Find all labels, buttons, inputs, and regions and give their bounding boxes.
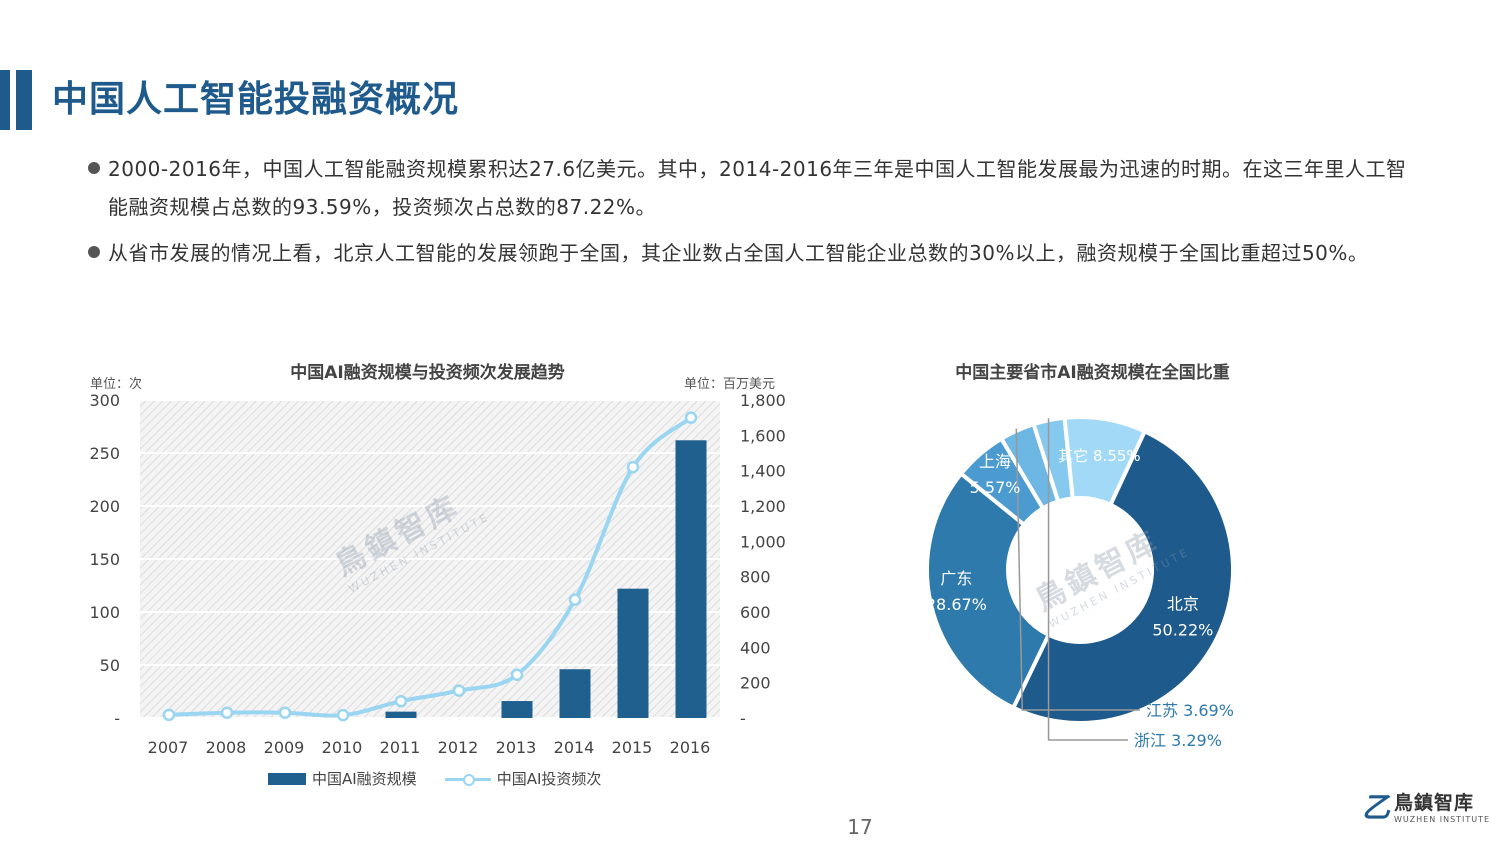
logo-text: 鳥鎮智库 WUZHEN INSTITUTE <box>1394 788 1490 824</box>
donut-chart: 北京 50.22% 广东 28.67% 上海 5.57% 其它 8.55% 江苏 3.69% 浙… <box>925 415 1235 750</box>
line-point <box>394 694 408 708</box>
title-accent-bar <box>0 70 10 130</box>
right-tick-label: 1,400 <box>740 462 786 481</box>
slice-label: 广东 <box>940 569 972 588</box>
legend-label: 中国AI融资规模 <box>312 770 417 788</box>
right-tick-label: - <box>740 709 746 728</box>
right-tick-label: 800 <box>740 568 771 587</box>
logo-sub-text: WUZHEN INSTITUTE <box>1394 815 1491 824</box>
left-tick-label: 50 <box>100 656 120 675</box>
bullet-item: 从省市发展的情况上看，北京人工智能的发展领跑于全国，其企业数占全国人工智能企业总… <box>88 234 1418 272</box>
legend-item-bar: 中国AI融资规模 <box>268 768 417 789</box>
right-tick-label: 600 <box>740 603 771 622</box>
line-point <box>278 706 292 719</box>
legend-swatch-bar <box>268 772 306 785</box>
bullet-list: 2000-2016年，中国人工智能融资规模累积达27.6亿美元。其中，2014-… <box>88 150 1418 280</box>
x-tick-label: 2008 <box>206 738 247 757</box>
line-point <box>452 684 466 697</box>
slice-label: 其它 8.55% <box>1058 447 1140 465</box>
left-axis-unit: 单位：次 <box>90 377 143 392</box>
left-tick-label: - <box>114 709 120 728</box>
left-tick-label: 100 <box>89 603 120 622</box>
left-tick-label: 250 <box>89 444 120 463</box>
donut-slice <box>1010 428 1235 725</box>
x-tick-label: 2010 <box>322 738 363 757</box>
logo-icon: 乙 <box>1362 791 1391 824</box>
leader-line <box>1015 428 1140 711</box>
line-point <box>684 411 698 424</box>
line-point <box>568 593 582 606</box>
donut-slice <box>1062 415 1148 508</box>
leader-line <box>1047 418 1128 741</box>
logo: 乙 鳥鎮智库 WUZHEN INSTITUTE <box>1362 786 1490 826</box>
page-title: 中国人工智能投融资概况 <box>52 79 460 120</box>
page-number: 17 <box>847 815 873 839</box>
chart-title: 中国主要省市AI融资规模在全国比重 <box>955 363 1230 383</box>
chart-title: 中国AI融资规模与投资频次发展趋势 <box>290 363 565 383</box>
slice-value: 5.57% <box>970 478 1021 497</box>
right-tick-label: 1,800 <box>740 391 786 410</box>
combo-chart: 300 250 200 150 100 50 - 1,800 1,600 1,400 1,200 1… <box>89 391 786 757</box>
x-tick-label: 2014 <box>554 738 595 757</box>
bar <box>617 588 649 718</box>
line-point <box>336 708 350 722</box>
right-tick-label: 1,200 <box>740 497 786 516</box>
left-tick-label: 300 <box>89 391 120 410</box>
slice-label: 北京 <box>1167 595 1199 614</box>
bullet-item: 2000-2016年，中国人工智能融资规模累积达27.6亿美元。其中，2014-… <box>88 150 1418 226</box>
line-point <box>162 708 176 722</box>
bar <box>559 669 591 718</box>
left-tick-label: 200 <box>89 497 120 516</box>
bar <box>675 440 707 718</box>
x-tick-label: 2015 <box>612 738 653 757</box>
x-tick-label: 2009 <box>264 738 305 757</box>
legend-label: 中国AI投资频次 <box>496 770 602 788</box>
right-tick-label: 1,000 <box>740 532 786 551</box>
x-tick-label: 2011 <box>380 738 421 757</box>
x-tick-label: 2016 <box>670 738 711 757</box>
x-tick-label: 2007 <box>148 738 189 757</box>
right-axis-unit: 单位：百万美元 <box>684 377 776 392</box>
left-tick-label: 150 <box>89 550 120 569</box>
legend-item-line: 中国AI投资频次 <box>444 768 602 789</box>
title-accent-bar <box>16 70 32 130</box>
bar <box>501 701 533 718</box>
line-point <box>510 668 524 681</box>
line-point <box>220 706 234 719</box>
slice-label: 浙江 3.29% <box>1134 731 1222 750</box>
slice-label: 上海 <box>979 452 1011 471</box>
x-tick-label: 2013 <box>496 738 537 757</box>
right-tick-label: 1,600 <box>740 426 786 445</box>
right-tick-label: 400 <box>740 638 771 657</box>
slice-value: 28.67% <box>926 595 987 614</box>
legend-swatch-line <box>444 773 491 786</box>
chart-legend: 中国AI融资规模 中国AI投资频次 <box>268 768 629 789</box>
x-tick-label: 2012 <box>438 738 479 757</box>
slice-label: 江苏 3.69% <box>1146 701 1234 720</box>
logo-main-text: 鳥鎮智库 <box>1394 792 1475 814</box>
right-tick-label: 200 <box>740 674 771 693</box>
bar <box>385 711 417 718</box>
line-point <box>626 460 640 474</box>
slice-value: 50.22% <box>1152 621 1213 640</box>
